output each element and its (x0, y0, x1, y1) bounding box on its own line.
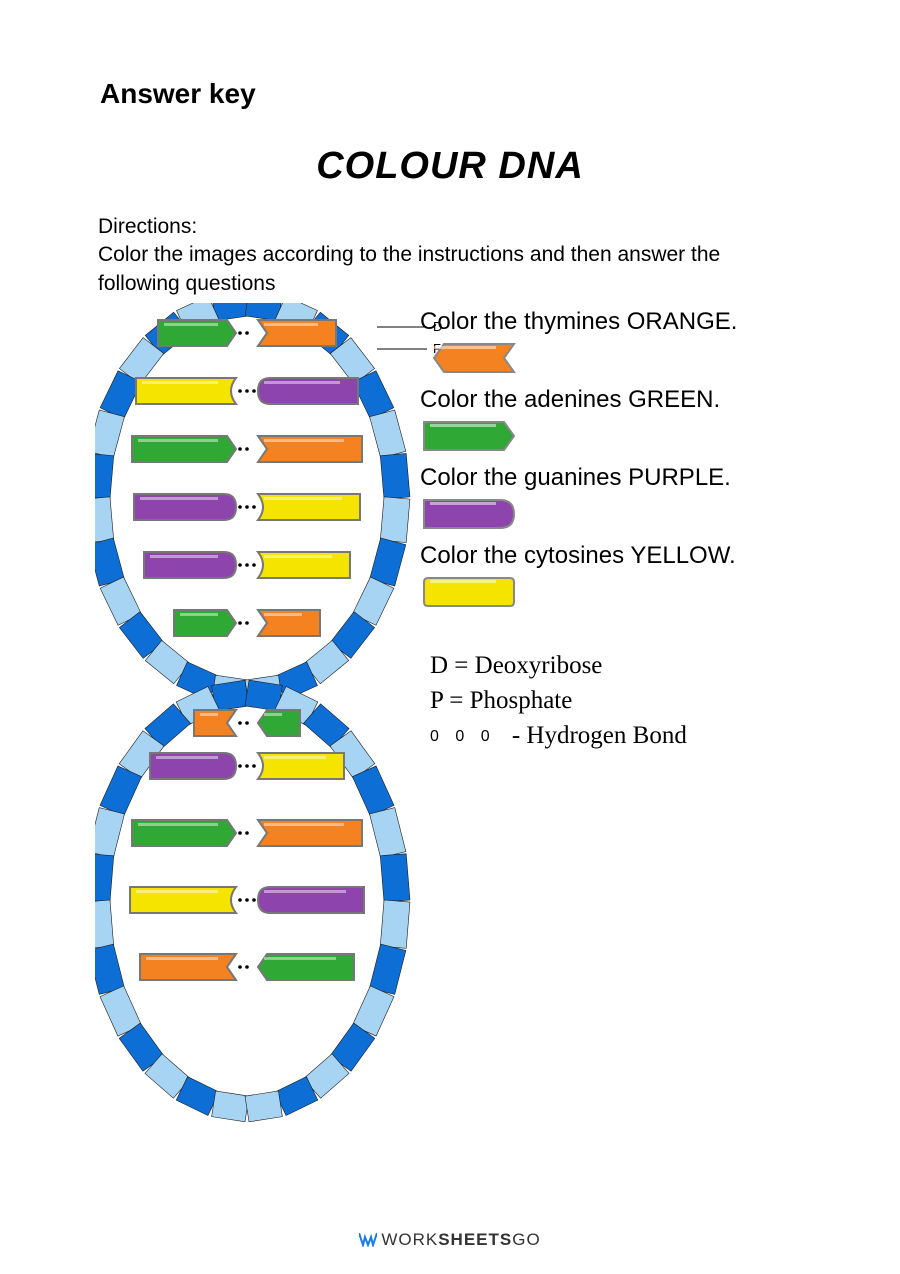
directions-block: Directions: Color the images according t… (98, 213, 798, 298)
answer-key-label: Answer key (100, 78, 256, 110)
hbond-symbol: 0 0 0 (430, 728, 496, 745)
brand-bold: SHEETS (438, 1230, 512, 1249)
legend-text: Color the thymines ORANGE. (420, 308, 880, 336)
hbond-label: - Hydrogen Bond (512, 722, 687, 749)
legend-text: Color the guanines PURPLE. (420, 464, 880, 492)
directions-text: Color the images according to the instru… (98, 243, 720, 294)
legend-shape (420, 496, 880, 532)
legend-text: Color the adenines GREEN. (420, 386, 880, 414)
def-d: D = Deoxyribose (430, 648, 687, 683)
def-p: P = Phosphate (430, 683, 687, 718)
logo-icon (359, 1232, 377, 1252)
definitions: D = Deoxyribose P = Phosphate 0 0 0 - Hy… (430, 648, 687, 753)
footer-brand: WORKSHEETSGO (0, 1230, 900, 1252)
dna-diagram: DF (95, 303, 400, 1123)
brand-prefix: WORK (381, 1230, 438, 1249)
def-hbond: 0 0 0 - Hydrogen Bond (430, 718, 687, 753)
legend: Color the thymines ORANGE. Color the aden… (420, 308, 880, 620)
legend-shape (420, 340, 880, 376)
brand-suffix: GO (512, 1230, 540, 1249)
legend-shape (420, 574, 880, 610)
legend-text: Color the cytosines YELLOW. (420, 542, 880, 570)
page-title: COLOUR DNA (0, 145, 900, 188)
legend-shape (420, 418, 880, 454)
directions-label: Directions: (98, 215, 197, 238)
